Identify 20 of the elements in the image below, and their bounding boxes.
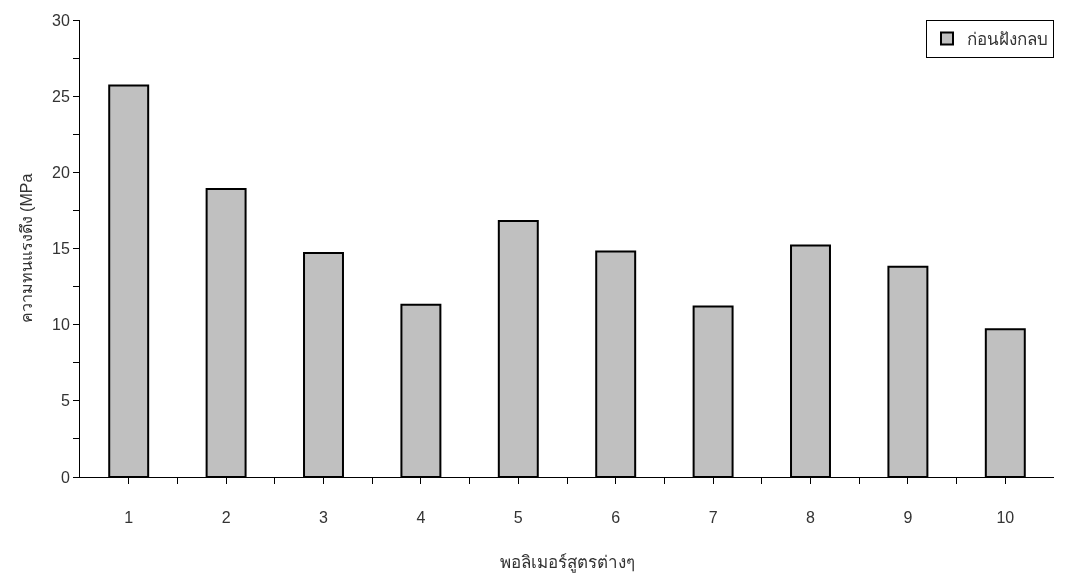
legend-label: ก่อนฝังกลบ xyxy=(967,30,1048,50)
x-tick-label: 9 xyxy=(903,509,913,527)
x-axis-title: พอลิเมอร์สูตรต่างๆ xyxy=(499,552,635,573)
y-tick-label: 5 xyxy=(60,392,70,410)
x-tick-label: 4 xyxy=(416,509,426,527)
y-tick-label: 30 xyxy=(52,11,70,29)
y-tick-label: 15 xyxy=(52,240,70,258)
y-axis-title: ความทนแรงดึง (MPa xyxy=(17,173,35,324)
y-tick-label: 25 xyxy=(52,87,70,105)
x-tick-label: 5 xyxy=(513,509,523,527)
x-tick-label: 6 xyxy=(611,509,621,527)
x-tick-label: 2 xyxy=(221,509,231,527)
y-tick-label: 0 xyxy=(60,468,70,486)
x-tick-label: 10 xyxy=(996,509,1015,527)
y-tick-label: 10 xyxy=(52,316,70,334)
x-tick-label: 1 xyxy=(124,509,134,527)
x-tick-label: 8 xyxy=(806,509,816,527)
x-tick-label: 3 xyxy=(319,509,329,527)
x-tick-label: 7 xyxy=(708,509,718,527)
y-tick-label: 20 xyxy=(52,163,70,181)
